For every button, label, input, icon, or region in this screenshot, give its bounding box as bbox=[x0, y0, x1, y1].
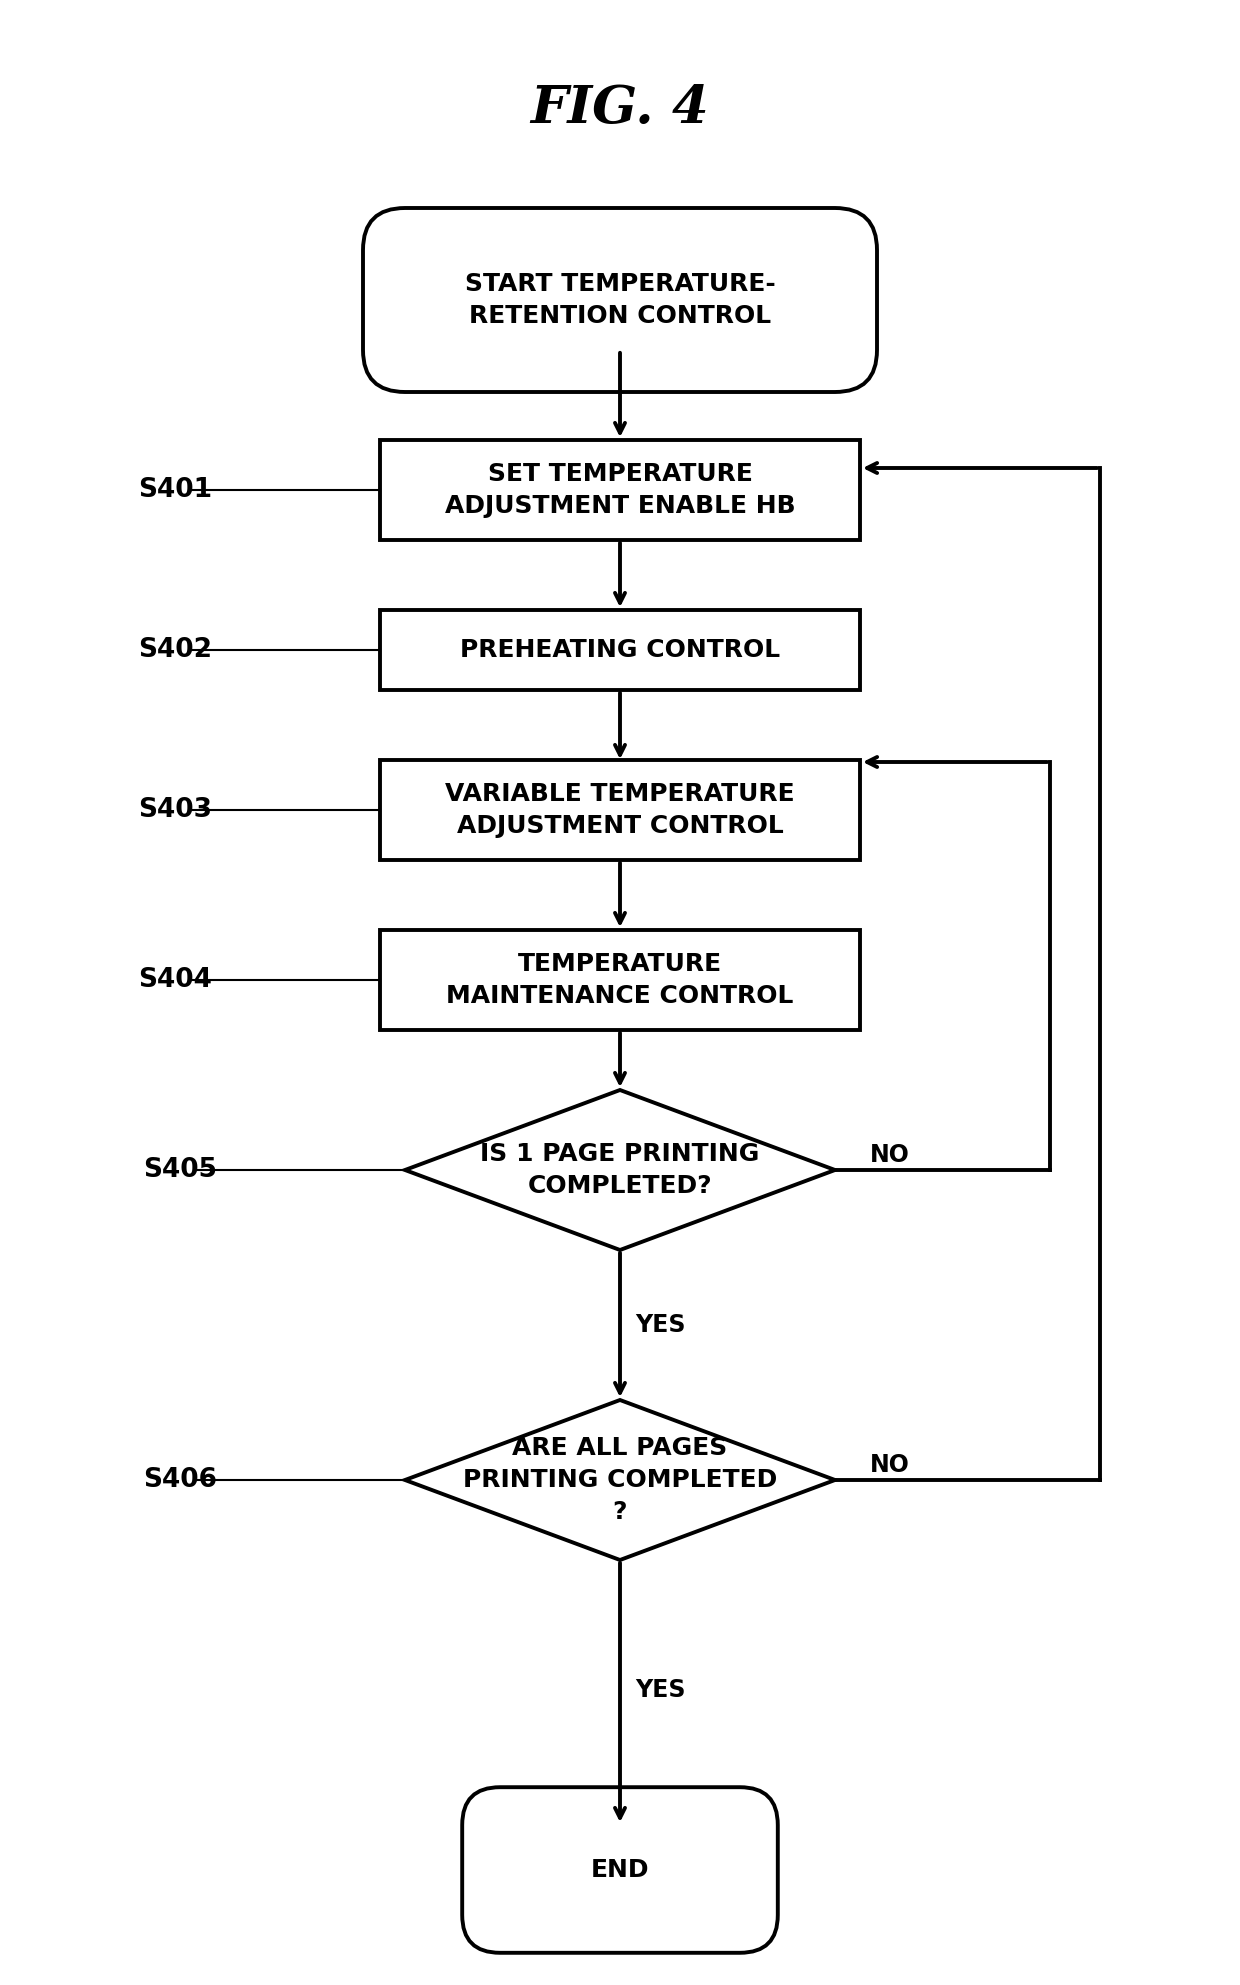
Text: S403: S403 bbox=[138, 798, 212, 824]
Text: FIG. 4: FIG. 4 bbox=[531, 83, 709, 133]
Polygon shape bbox=[405, 1399, 835, 1560]
Text: PREHEATING CONTROL: PREHEATING CONTROL bbox=[460, 637, 780, 663]
Text: S406: S406 bbox=[143, 1467, 217, 1493]
Bar bbox=[379, 441, 861, 540]
FancyBboxPatch shape bbox=[463, 1786, 777, 1953]
Bar bbox=[379, 760, 861, 860]
Text: START TEMPERATURE-
RETENTION CONTROL: START TEMPERATURE- RETENTION CONTROL bbox=[465, 272, 775, 328]
Text: YES: YES bbox=[635, 1312, 686, 1338]
Text: SET TEMPERATURE
ADJUSTMENT ENABLE HB: SET TEMPERATURE ADJUSTMENT ENABLE HB bbox=[445, 463, 795, 518]
Text: S402: S402 bbox=[138, 637, 212, 663]
Polygon shape bbox=[405, 1090, 835, 1251]
FancyBboxPatch shape bbox=[363, 208, 877, 391]
Text: NO: NO bbox=[870, 1453, 910, 1477]
Text: YES: YES bbox=[635, 1677, 686, 1701]
Text: VARIABLE TEMPERATURE
ADJUSTMENT CONTROL: VARIABLE TEMPERATURE ADJUSTMENT CONTROL bbox=[445, 782, 795, 838]
Bar bbox=[379, 609, 861, 691]
Text: S404: S404 bbox=[138, 967, 212, 992]
Text: IS 1 PAGE PRINTING
COMPLETED?: IS 1 PAGE PRINTING COMPLETED? bbox=[480, 1141, 760, 1197]
Text: S401: S401 bbox=[138, 476, 212, 502]
Text: NO: NO bbox=[870, 1143, 910, 1167]
Text: S405: S405 bbox=[143, 1157, 217, 1183]
Bar bbox=[379, 931, 861, 1030]
Text: END: END bbox=[590, 1858, 650, 1882]
Text: TEMPERATURE
MAINTENANCE CONTROL: TEMPERATURE MAINTENANCE CONTROL bbox=[446, 953, 794, 1008]
Text: ARE ALL PAGES
PRINTING COMPLETED
?: ARE ALL PAGES PRINTING COMPLETED ? bbox=[463, 1437, 777, 1524]
